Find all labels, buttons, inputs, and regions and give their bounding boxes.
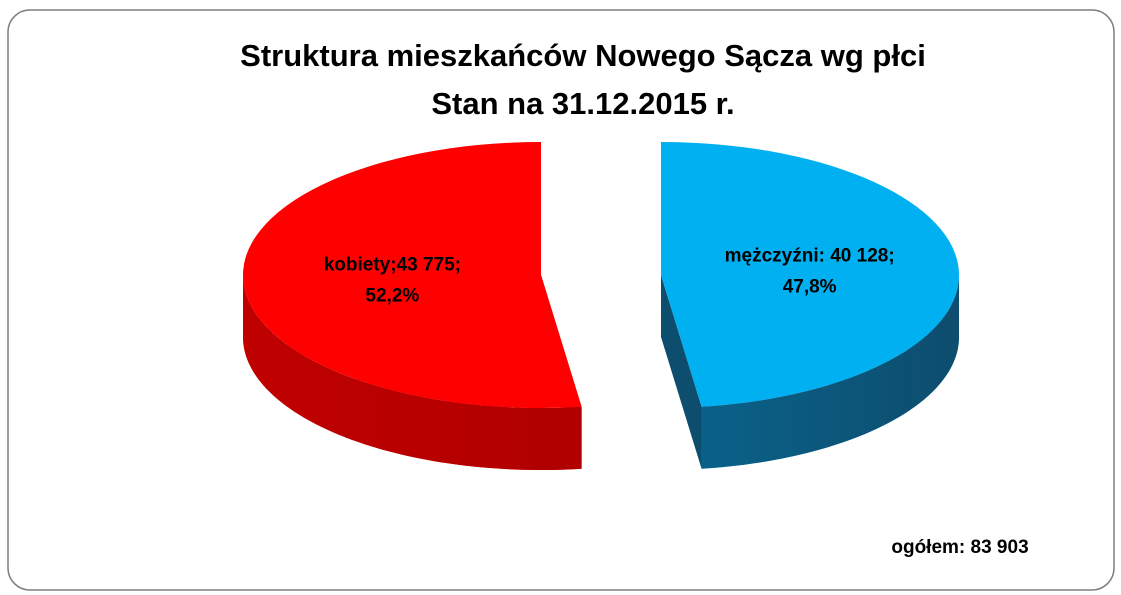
slice (243, 142, 582, 408)
slice-side-shade (243, 275, 582, 470)
data-label: mężczyźni: 40 128; (725, 245, 895, 266)
slice-face (661, 275, 702, 469)
chart-title: Struktura mieszkańców Nowego Sącza wg pł… (240, 38, 926, 73)
percent-label: 47,8% (783, 276, 837, 297)
total-label: ogółem: 83 903 (891, 537, 1028, 558)
slice (661, 142, 959, 407)
data-label: kobiety;43 775; (324, 255, 461, 276)
percent-label: 52,2% (365, 286, 419, 307)
slice-side-shade (701, 275, 959, 469)
chart-subtitle: Stan na 31.12.2015 r. (431, 86, 734, 121)
chart-frame (7, 9, 1115, 591)
